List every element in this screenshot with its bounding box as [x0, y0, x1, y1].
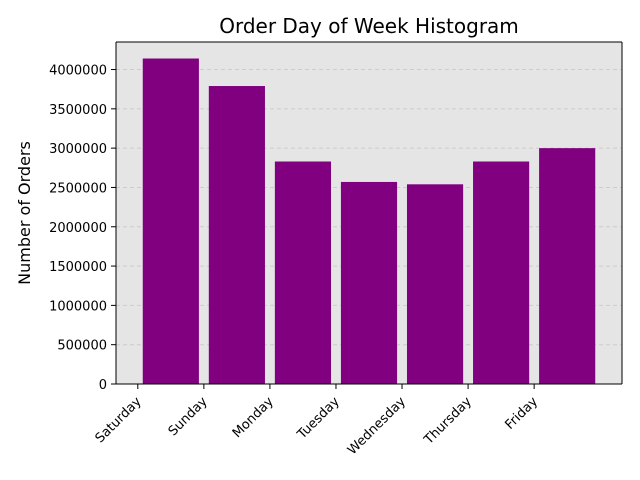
- bars: [142, 58, 596, 384]
- y-tick-label: 3500000: [49, 103, 107, 118]
- bar: [340, 181, 398, 384]
- x-tick-label: Wednesday: [345, 394, 409, 458]
- bar: [208, 86, 265, 384]
- x-tick-label: Tuesday: [294, 394, 343, 443]
- axes: [115, 41, 623, 385]
- bar: [142, 58, 199, 384]
- y-ticks: 0 500000 1000000 1500000 2000000 2500000 30000…: [49, 64, 116, 393]
- y-axis-label: Number of Orders: [15, 141, 34, 285]
- x-tick-label: Saturday: [93, 394, 145, 446]
- y-tick-label: 0: [99, 378, 107, 393]
- x-tick-label: Thursday: [421, 394, 475, 448]
- x-tick-label: Friday: [503, 394, 542, 433]
- bar: [539, 148, 596, 384]
- y-tick-label: 2500000: [49, 181, 107, 196]
- bar: [406, 184, 464, 384]
- bar: [473, 161, 530, 384]
- y-tick-label: 500000: [57, 339, 107, 354]
- y-tick-label: 3000000: [49, 142, 107, 157]
- y-tick-label: 2000000: [49, 221, 107, 236]
- chart-title: Order Day of Week Histogram: [219, 14, 519, 38]
- x-ticks: Saturday Sunday Monday Tuesday Wednesday Thur…: [93, 384, 542, 458]
- x-tick-label: Sunday: [166, 394, 211, 439]
- y-tick-label: 1500000: [49, 260, 107, 275]
- y-tick-label: 1000000: [49, 299, 107, 314]
- bar: [274, 161, 332, 384]
- x-tick-label: Monday: [230, 394, 277, 441]
- y-tick-label: 4000000: [49, 64, 107, 79]
